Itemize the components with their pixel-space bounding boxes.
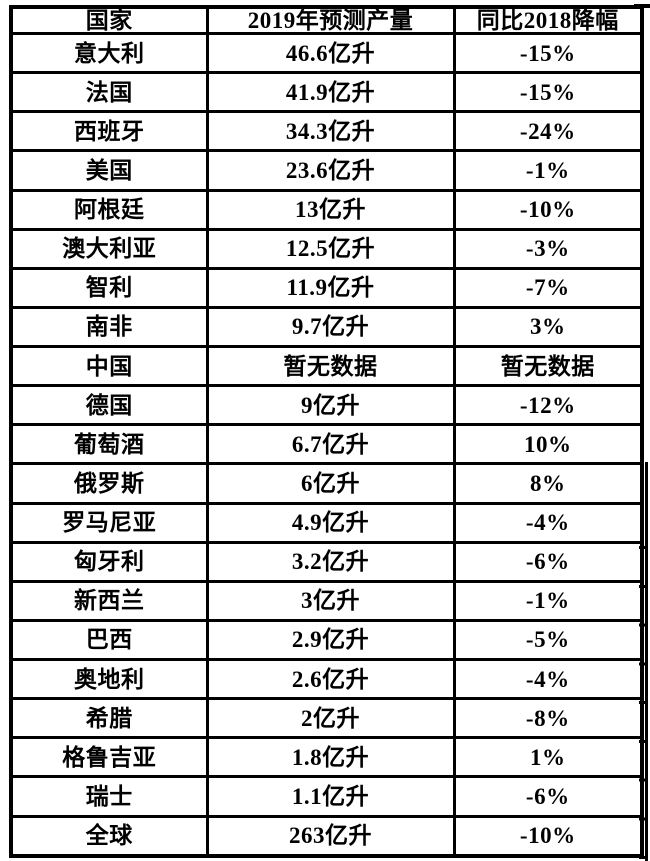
change-cell: 8% (452, 462, 644, 505)
table-body: 意大利 46.6亿升 -15% 法国 41.9亿升 -15% 西班牙 34.3亿升 -24% 美国… (9, 31, 644, 858)
production-cell: 9亿升 (205, 384, 456, 427)
country-cell: 俄罗斯 (9, 462, 209, 505)
production-cell: 1.1亿升 (205, 775, 456, 818)
table-row: 中国 暂无数据 暂无数据 (9, 344, 644, 388)
country-cell: 新西兰 (9, 579, 209, 622)
production-cell: 263亿升 (205, 814, 456, 858)
production-cell: 3亿升 (205, 579, 456, 622)
change-cell: -10% (452, 814, 644, 858)
column-header-production-2019: 2019年预测产量 (205, 5, 456, 35)
production-cell: 2.6亿升 (205, 657, 456, 701)
table-row: 全球 263亿升 -10% (9, 814, 644, 858)
change-cell: -15% (452, 71, 644, 114)
production-cell: 23.6亿升 (205, 149, 456, 192)
table-row: 德国 9亿升 -12% (9, 384, 644, 427)
change-cell: -6% (452, 775, 644, 818)
production-cell: 2.9亿升 (205, 618, 456, 662)
column-header-country: 国家 (9, 5, 209, 35)
change-cell: 10% (452, 423, 644, 466)
change-cell: 暂无数据 (452, 344, 644, 388)
country-cell: 美国 (9, 149, 209, 192)
table-row: 西班牙 34.3亿升 -24% (9, 110, 644, 153)
country-cell: 阿根廷 (9, 188, 209, 231)
wine-production-table: 国家 2019年预测产量 同比2018降幅 意大利 46.6亿升 -15% 法国 41.… (9, 5, 644, 858)
country-cell: 德国 (9, 384, 209, 427)
country-cell: 格鲁吉亚 (9, 736, 209, 779)
table-row: 格鲁吉亚 1.8亿升 1% (9, 736, 644, 779)
country-cell: 希腊 (9, 697, 209, 740)
country-cell: 南非 (9, 305, 209, 349)
table-header-row: 国家 2019年预测产量 同比2018降幅 (9, 5, 644, 35)
country-cell: 中国 (9, 344, 209, 388)
table-row: 奥地利 2.6亿升 -4% (9, 657, 644, 701)
country-cell: 巴西 (9, 618, 209, 662)
country-cell: 西班牙 (9, 110, 209, 153)
table-row: 澳大利亚 12.5亿升 -3% (9, 227, 644, 270)
change-cell: -24% (452, 110, 644, 153)
table-row: 南非 9.7亿升 3% (9, 305, 644, 349)
table-row: 巴西 2.9亿升 -5% (9, 618, 644, 662)
change-cell: -5% (452, 618, 644, 662)
change-cell: -8% (452, 697, 644, 740)
country-cell: 葡萄酒 (9, 423, 209, 466)
change-cell: -1% (452, 579, 644, 622)
country-cell: 匈牙利 (9, 540, 209, 583)
scan-artifact-top-tick (634, 4, 650, 8)
production-cell: 6.7亿升 (205, 423, 456, 466)
production-cell: 12.5亿升 (205, 227, 456, 270)
table-row: 新西兰 3亿升 -1% (9, 579, 644, 622)
change-cell: -4% (452, 657, 644, 701)
country-cell: 澳大利亚 (9, 227, 209, 270)
change-cell: -1% (452, 149, 644, 192)
change-cell: -12% (452, 384, 644, 427)
table-row: 智利 11.9亿升 -7% (9, 266, 644, 309)
production-cell: 2亿升 (205, 697, 456, 740)
table-row: 匈牙利 3.2亿升 -6% (9, 540, 644, 583)
production-cell: 暂无数据 (205, 344, 456, 388)
change-cell: -15% (452, 31, 644, 75)
country-cell: 罗马尼亚 (9, 501, 209, 544)
production-cell: 13亿升 (205, 188, 456, 231)
table-row: 意大利 46.6亿升 -15% (9, 31, 644, 75)
country-cell: 全球 (9, 814, 209, 858)
change-cell: -10% (452, 188, 644, 231)
table-row: 阿根廷 13亿升 -10% (9, 188, 644, 231)
country-cell: 法国 (9, 71, 209, 114)
table-row: 希腊 2亿升 -8% (9, 697, 644, 740)
production-cell: 41.9亿升 (205, 71, 456, 114)
change-cell: -7% (452, 266, 644, 309)
country-cell: 智利 (9, 266, 209, 309)
table-row: 美国 23.6亿升 -1% (9, 149, 644, 192)
column-header-yoy-change: 同比2018降幅 (452, 5, 644, 35)
change-cell: 1% (452, 736, 644, 779)
production-cell: 3.2亿升 (205, 540, 456, 583)
production-cell: 1.8亿升 (205, 736, 456, 779)
table-row: 瑞士 1.1亿升 -6% (9, 775, 644, 818)
production-cell: 4.9亿升 (205, 501, 456, 544)
table-row: 俄罗斯 6亿升 8% (9, 462, 644, 505)
country-cell: 意大利 (9, 31, 209, 75)
country-cell: 瑞士 (9, 775, 209, 818)
change-cell: -3% (452, 227, 644, 270)
production-cell: 34.3亿升 (205, 110, 456, 153)
table-row: 罗马尼亚 4.9亿升 -4% (9, 501, 644, 544)
production-cell: 6亿升 (205, 462, 456, 505)
country-cell: 奥地利 (9, 657, 209, 701)
scan-artifact-row-ticks (639, 546, 648, 861)
production-cell: 46.6亿升 (205, 31, 456, 75)
production-cell: 9.7亿升 (205, 305, 456, 349)
table-row: 葡萄酒 6.7亿升 10% (9, 423, 644, 466)
change-cell: -6% (452, 540, 644, 583)
change-cell: 3% (452, 305, 644, 349)
production-cell: 11.9亿升 (205, 266, 456, 309)
change-cell: -4% (452, 501, 644, 544)
table-row: 法国 41.9亿升 -15% (9, 71, 644, 114)
